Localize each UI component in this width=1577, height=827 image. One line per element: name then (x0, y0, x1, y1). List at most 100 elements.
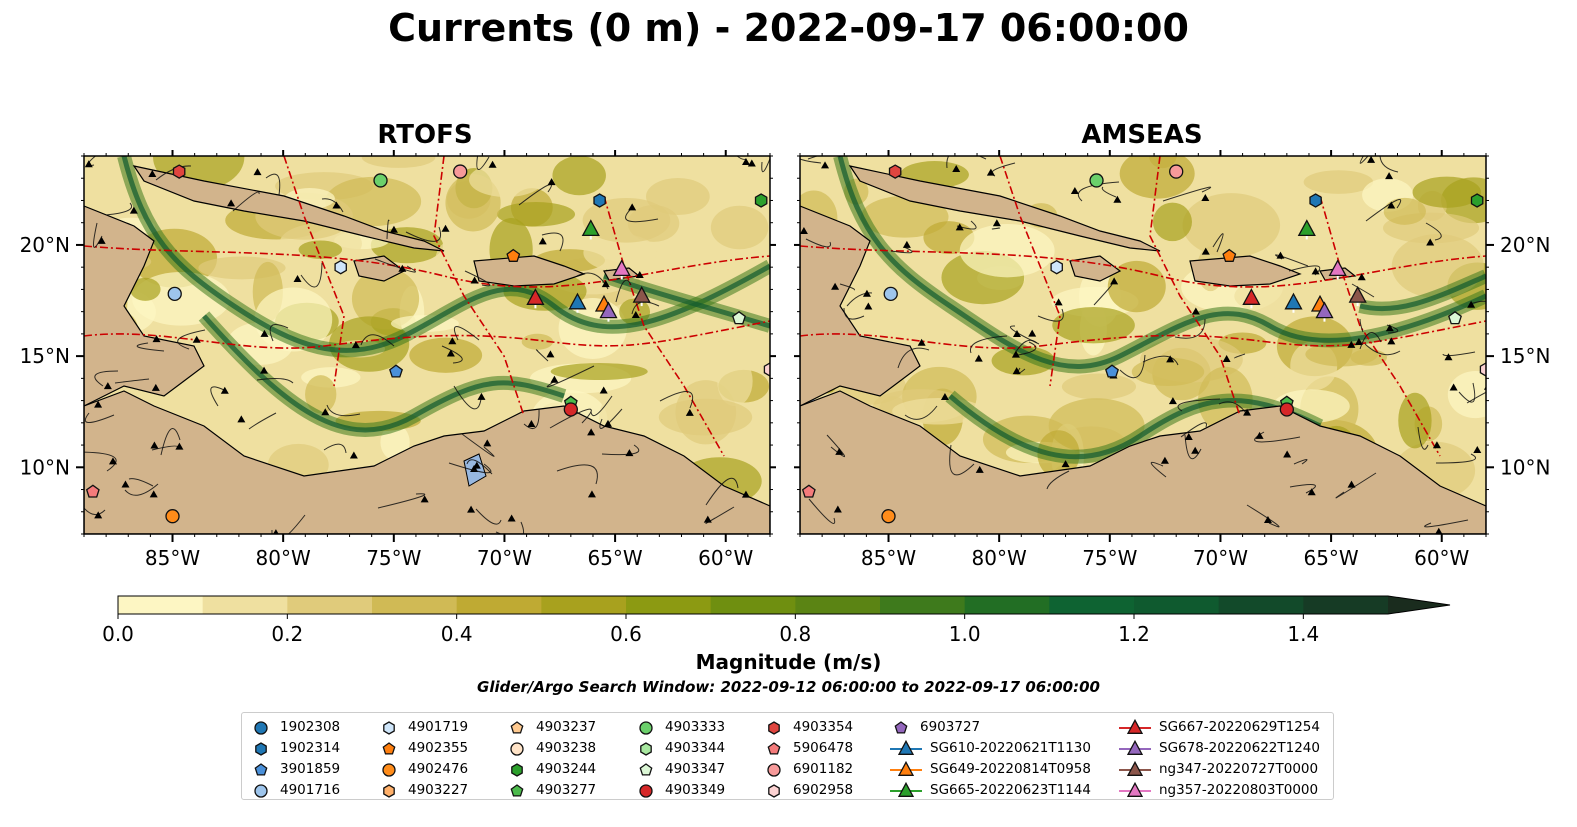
legend-marker-icon (255, 741, 267, 756)
colorbar-bin (287, 596, 373, 614)
legend-marker-icon (890, 781, 922, 797)
legend-marker-icon (890, 760, 922, 776)
legend-marker-icon (382, 741, 396, 755)
colorbar-bin (795, 596, 881, 614)
legend-item: 6903727 (890, 716, 1091, 737)
legend-label: SG667-20220629T1254 (1159, 718, 1320, 735)
x-tick-label: 85°W (861, 546, 916, 570)
legend-item: 1902308 (250, 716, 340, 737)
marker-SG665-20220623T1144 (1297, 219, 1316, 237)
legend-column: 1902308 1902314 3901859 4901716 (250, 716, 340, 800)
marker-3901859 (389, 364, 403, 378)
legend-label: ng357-20220803T0000 (1159, 781, 1319, 798)
colorbar-bin (1134, 596, 1220, 614)
legend-label: 4903344 (665, 739, 726, 756)
x-tick-label: 70°W (477, 546, 532, 570)
legend-item: 4902476 (378, 758, 468, 779)
colorbar-tick-label: 0.0 (102, 622, 134, 646)
legend-marker-icon (1119, 739, 1151, 755)
legend-item: 4902355 (378, 737, 468, 758)
colorbar-bin (964, 596, 1050, 614)
legend-label: 4903244 (536, 760, 597, 777)
marker-4901719 (334, 259, 347, 275)
y-tick-label: 15°N (1500, 344, 1550, 368)
marker-1902314 (1309, 193, 1322, 208)
x-tick-label: 65°W (587, 546, 642, 570)
colorbar-bin (118, 596, 204, 614)
marker-6902958 (1479, 362, 1486, 377)
legend-item: 4903354 (763, 716, 853, 737)
legend-column: 4903333 4903344 4903347 4903349 (635, 716, 725, 800)
legend-item: 4903333 (635, 716, 725, 737)
legend-item: SG678-20220622T1240 (1119, 737, 1320, 758)
colorbar: 0.0 0.2 0.4 0.6 0.8 1.0 1.2 1.4 (102, 595, 1451, 646)
legend-item: 4903227 (378, 779, 468, 800)
marker-SG667-20220629T1254 (526, 288, 545, 305)
legend-item: ng347-20220727T0000 (1119, 758, 1320, 779)
marker-6901182 (453, 164, 468, 179)
legend-marker-icon (767, 741, 781, 755)
legend-label: 4902476 (408, 760, 469, 777)
marker-1902314 (593, 193, 606, 208)
colorbar-tick-label: 1.2 (1118, 622, 1150, 646)
legend-label: SG665-20220623T1144 (930, 781, 1091, 798)
land-south-america (800, 390, 1486, 534)
marker-SG667-20220629T1254 (1242, 288, 1261, 305)
y-tick-label: 20°N (1500, 233, 1550, 257)
search-window-label: Glider/Argo Search Window: 2022-09-12 06… (477, 678, 1100, 696)
legend-label: SG678-20220622T1240 (1159, 739, 1320, 756)
figure-title: Currents (0 m) - 2022-09-17 06:00:00 (388, 6, 1189, 50)
x-tick-label: 80°W (972, 546, 1027, 570)
marker-4903347 (1448, 310, 1462, 325)
x-tick-label: 80°W (256, 546, 311, 570)
colorbar-tick-label: 0.4 (441, 622, 473, 646)
marker-4903349 (563, 402, 578, 417)
marker-4903349 (1279, 402, 1294, 417)
legend-label: 4903277 (536, 781, 597, 798)
panel-title-rtofs: RTOFS (377, 120, 473, 150)
legend-marker-icon (511, 762, 523, 777)
legend-marker-icon (1119, 718, 1151, 734)
legend-marker-icon (383, 783, 395, 798)
legend-item: SG667-20220629T1254 (1119, 716, 1320, 737)
marker-4903333 (1089, 173, 1104, 188)
legend-label: 4903238 (536, 739, 597, 756)
legend-item: 4903237 (506, 716, 596, 737)
legend-marker-icon (1119, 760, 1151, 776)
legend-label: 4903237 (536, 718, 597, 735)
legend-marker-icon (639, 783, 653, 798)
land-hispaniola (473, 255, 586, 287)
legend-column: 4903237 4903238 4903244 4903277 (506, 716, 596, 800)
marker-4903354 (888, 164, 902, 179)
colorbar-label: Magnitude (m/s) (695, 650, 882, 674)
legend-label: 4901719 (408, 718, 469, 735)
marker-SG610-20220621T1130 (1284, 292, 1303, 310)
y-tick-label: 10°N (1500, 455, 1550, 479)
legend-item: 4903344 (635, 737, 725, 758)
x-tick-label: 85°W (145, 546, 200, 570)
legend-item: 4903349 (635, 779, 725, 800)
legend-marker-icon (767, 762, 781, 777)
legend-marker-icon (890, 739, 922, 755)
map-panel-amseas: 85°W 80°W 75°W 70°W 65°W 60°W 10°N 15°N 20°N (794, 150, 1550, 570)
x-tick-label: 75°W (1082, 546, 1137, 570)
legend-item: 4901719 (378, 716, 468, 737)
legend-column: 4903354 5906478 6901182 6902958 (763, 716, 853, 800)
legend-item: 4903277 (506, 779, 596, 800)
y-tick-label: 20°N (20, 233, 70, 257)
colorbar-tick-label: 0.8 (779, 622, 811, 646)
land-hispaniola (1189, 255, 1302, 287)
legend-label: SG610-20220621T1130 (930, 739, 1091, 756)
legend-marker-icon (254, 783, 268, 798)
marker-ng357-20220803T0000 (1328, 259, 1347, 277)
marker-5906478 (801, 484, 816, 498)
legend-item: 6902958 (763, 779, 853, 800)
marker-4903354 (172, 164, 186, 179)
marker-ng347-20220727T0000 (632, 285, 651, 303)
legend-marker-icon (639, 720, 653, 735)
legend-item: 4903238 (506, 737, 596, 758)
colorbar-tick-label: 0.6 (610, 622, 642, 646)
legend-label: 4902355 (408, 739, 469, 756)
land-yucatan (84, 205, 205, 407)
legend-item: 1902314 (250, 737, 340, 758)
